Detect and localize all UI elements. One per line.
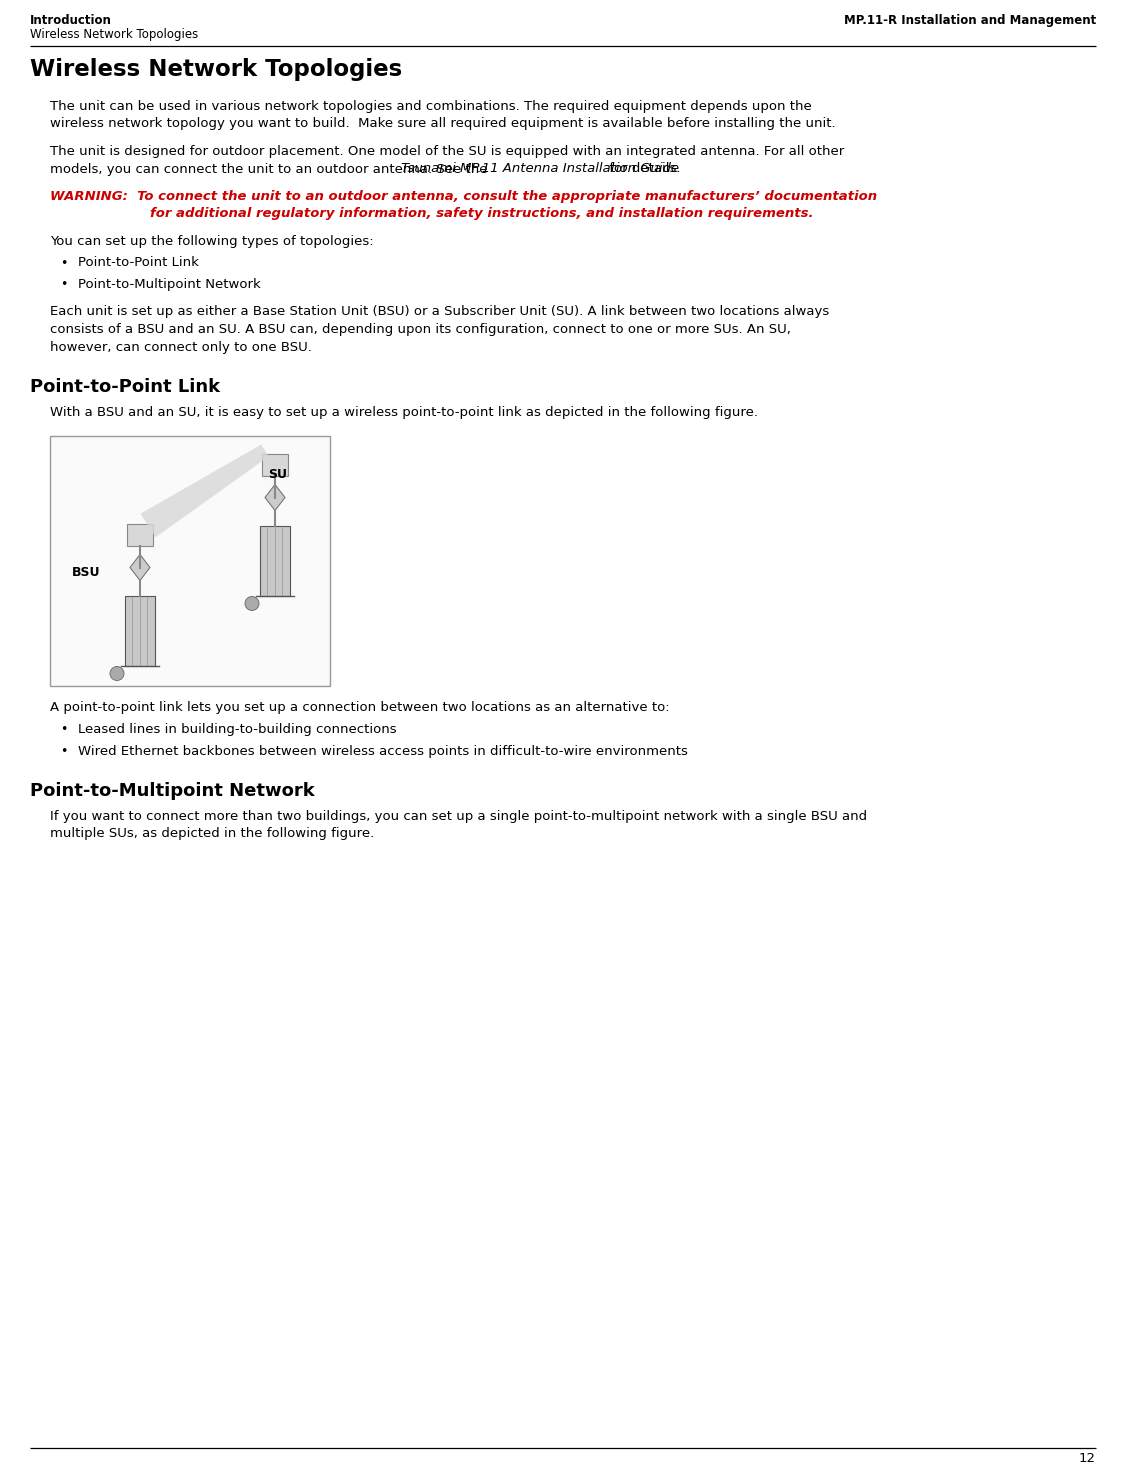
Polygon shape: [265, 484, 285, 511]
Text: for details.: for details.: [605, 163, 680, 176]
Text: MP.11-R Installation and Management: MP.11-R Installation and Management: [843, 15, 1096, 26]
Text: however, can connect only to one BSU.: however, can connect only to one BSU.: [50, 341, 312, 354]
Text: SU: SU: [268, 467, 287, 480]
Text: •: •: [60, 277, 68, 291]
Text: •: •: [60, 257, 68, 270]
Text: WARNING:  To connect the unit to an outdoor antenna, consult the appropriate man: WARNING: To connect the unit to an outdo…: [50, 189, 877, 203]
Text: Point-to-Multipoint Network: Point-to-Multipoint Network: [30, 782, 315, 800]
Text: Each unit is set up as either a Base Station Unit (BSU) or a Subscriber Unit (SU: Each unit is set up as either a Base Sta…: [50, 305, 829, 319]
Polygon shape: [129, 555, 150, 580]
Text: BSU: BSU: [72, 565, 100, 578]
Bar: [50, 436, 330, 686]
Text: A point-to-point link lets you set up a connection between two locations as an a: A point-to-point link lets you set up a …: [50, 702, 670, 715]
Text: The unit is designed for outdoor placement. One model of the SU is equipped with: The unit is designed for outdoor placeme…: [50, 145, 844, 159]
Text: If you want to connect more than two buildings, you can set up a single point-to: If you want to connect more than two bui…: [50, 810, 867, 824]
Circle shape: [245, 596, 259, 611]
Text: Point-to-Point Link: Point-to-Point Link: [30, 377, 220, 396]
Polygon shape: [141, 445, 269, 537]
Text: 12: 12: [1079, 1452, 1096, 1465]
Text: •: •: [60, 724, 68, 735]
Bar: [125, 596, 155, 665]
Bar: [262, 454, 288, 476]
Text: models, you can connect the unit to an outdoor antenna. See the: models, you can connect the unit to an o…: [50, 163, 492, 176]
Text: •: •: [60, 744, 68, 757]
Text: Point-to-Multipoint Network: Point-to-Multipoint Network: [78, 277, 261, 291]
Text: Introduction: Introduction: [30, 15, 111, 26]
Bar: [260, 526, 291, 596]
Text: With a BSU and an SU, it is easy to set up a wireless point-to-point link as dep: With a BSU and an SU, it is easy to set …: [50, 407, 758, 418]
Text: Wireless Network Topologies: Wireless Network Topologies: [30, 59, 402, 81]
Text: The unit can be used in various network topologies and combinations. The require: The unit can be used in various network …: [50, 100, 812, 113]
Text: wireless network topology you want to build.  Make sure all required equipment i: wireless network topology you want to bu…: [50, 117, 835, 131]
Text: Tsunami MP.11 Antenna Installation Guide: Tsunami MP.11 Antenna Installation Guide: [401, 163, 679, 176]
Circle shape: [110, 666, 124, 681]
Text: for additional regulatory information, safety instructions, and installation req: for additional regulatory information, s…: [150, 207, 813, 220]
Bar: [127, 524, 153, 546]
Text: Point-to-Point Link: Point-to-Point Link: [78, 257, 199, 270]
Text: You can set up the following types of topologies:: You can set up the following types of to…: [50, 235, 374, 248]
Text: multiple SUs, as depicted in the following figure.: multiple SUs, as depicted in the followi…: [50, 828, 374, 841]
Text: Wireless Network Topologies: Wireless Network Topologies: [30, 28, 198, 41]
Text: Wired Ethernet backbones between wireless access points in difficult-to-wire env: Wired Ethernet backbones between wireles…: [78, 744, 688, 757]
Text: consists of a BSU and an SU. A BSU can, depending upon its configuration, connec: consists of a BSU and an SU. A BSU can, …: [50, 323, 790, 336]
Text: Leased lines in building-to-building connections: Leased lines in building-to-building con…: [78, 724, 396, 735]
